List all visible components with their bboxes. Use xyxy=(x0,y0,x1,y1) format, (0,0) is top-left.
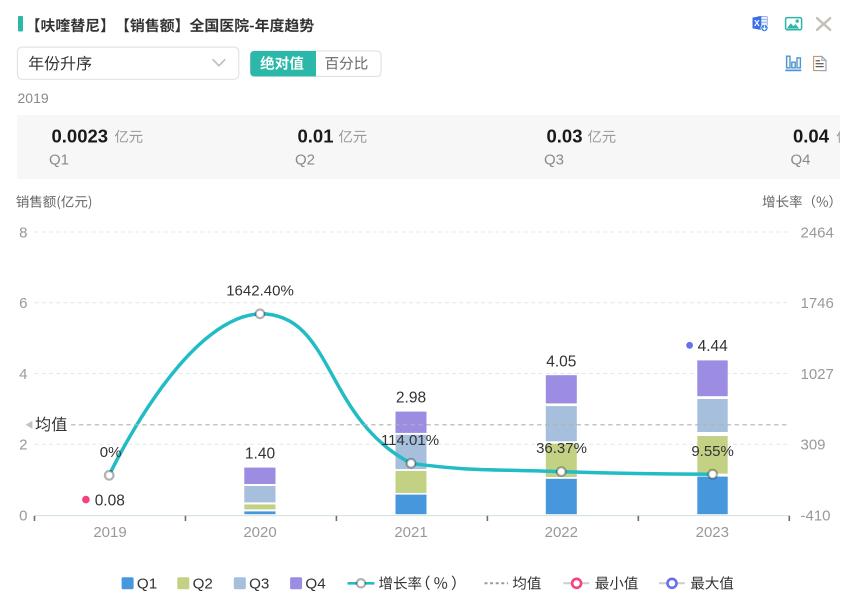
svg-text:6: 6 xyxy=(19,295,27,312)
svg-text:2019: 2019 xyxy=(93,524,126,541)
svg-text:0.03: 0.03 xyxy=(547,126,583,147)
svg-text:1642.40%: 1642.40% xyxy=(226,282,294,299)
svg-text:Q4: Q4 xyxy=(791,152,811,169)
svg-text:2464: 2464 xyxy=(801,224,834,241)
svg-text:Q2: Q2 xyxy=(295,152,315,169)
svg-text:309: 309 xyxy=(801,437,826,454)
svg-text:2023: 2023 xyxy=(696,524,729,541)
svg-text:1027: 1027 xyxy=(801,366,834,383)
svg-text:0.08: 0.08 xyxy=(95,492,125,509)
svg-text:2021: 2021 xyxy=(394,524,427,541)
svg-text:Q3: Q3 xyxy=(544,152,564,169)
svg-text:36.37%: 36.37% xyxy=(536,440,587,457)
svg-text:0.0023: 0.0023 xyxy=(52,126,109,147)
svg-text:-410: -410 xyxy=(801,507,831,524)
svg-text:1746: 1746 xyxy=(801,295,834,312)
svg-text:0%: 0% xyxy=(100,444,122,461)
svg-text:8: 8 xyxy=(19,224,27,241)
svg-text:0.04: 0.04 xyxy=(793,126,830,147)
svg-text:2.98: 2.98 xyxy=(396,390,426,407)
svg-text:4.05: 4.05 xyxy=(546,353,576,370)
svg-text:9.55%: 9.55% xyxy=(691,443,734,460)
svg-text:4: 4 xyxy=(19,366,27,383)
svg-text:4.44: 4.44 xyxy=(698,338,729,355)
svg-text:2020: 2020 xyxy=(243,524,276,541)
svg-text:2: 2 xyxy=(19,437,27,454)
svg-text:2019: 2019 xyxy=(18,90,49,106)
svg-text:Q1: Q1 xyxy=(49,152,69,169)
svg-text:1.40: 1.40 xyxy=(245,445,276,462)
svg-text:114.01%: 114.01% xyxy=(381,432,439,449)
svg-text:Q3: Q3 xyxy=(249,576,269,593)
svg-text:X: X xyxy=(754,18,760,28)
svg-text:2022: 2022 xyxy=(545,524,578,541)
svg-text:Q4: Q4 xyxy=(305,576,325,593)
svg-text:Q2: Q2 xyxy=(193,576,213,593)
svg-text:Q1: Q1 xyxy=(137,576,157,593)
svg-text:0: 0 xyxy=(19,507,27,524)
svg-text:0.01: 0.01 xyxy=(298,126,334,147)
